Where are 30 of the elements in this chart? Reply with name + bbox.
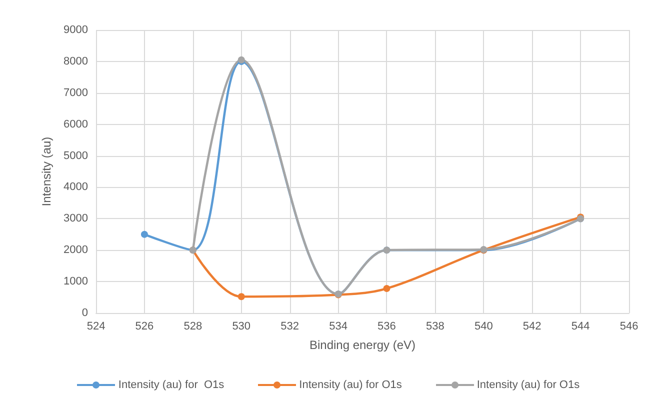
- y-axis-title: Intensity (au): [40, 136, 54, 206]
- point: [238, 293, 245, 300]
- x-tick-label: 524: [86, 320, 106, 332]
- x-tick-label: 540: [474, 320, 493, 332]
- x-axis-title: Binding energy (eV): [309, 338, 416, 352]
- y-tick-label: 0: [82, 307, 88, 319]
- y-tick-label: 4000: [64, 181, 88, 194]
- y-tick-label: 8000: [64, 55, 88, 68]
- y-tick-label: 1000: [64, 276, 88, 288]
- point: [383, 284, 390, 292]
- x-tick-label: 528: [184, 320, 202, 332]
- x-tick-label: 538: [426, 320, 444, 332]
- legend-label: Intensity (au) for O1s: [299, 379, 402, 391]
- legend-label: Intensity (au) for O1s: [476, 379, 580, 391]
- y-tick-label: 3000: [64, 212, 88, 225]
- x-tick-label: 542: [522, 320, 542, 332]
- x-tick-label: 534: [329, 320, 348, 332]
- x-tick-label: 536: [378, 320, 396, 332]
- point: [140, 230, 148, 238]
- x-tick-label: 546: [620, 320, 638, 332]
- y-tick-label: 2000: [64, 244, 88, 256]
- legend-label: Intensity (au) for O1s: [118, 379, 224, 391]
- x-tick-label: 544: [571, 320, 590, 332]
- y-tick-label: 7000: [64, 86, 88, 99]
- x-tick-label: 530: [232, 320, 251, 332]
- x-tick-label: 526: [135, 320, 154, 332]
- x-tick-label: 532: [280, 320, 299, 332]
- y-tick-label: 9000: [64, 24, 88, 36]
- y-tick-label: 5000: [64, 150, 88, 162]
- y-tick-label: 6000: [64, 118, 88, 130]
